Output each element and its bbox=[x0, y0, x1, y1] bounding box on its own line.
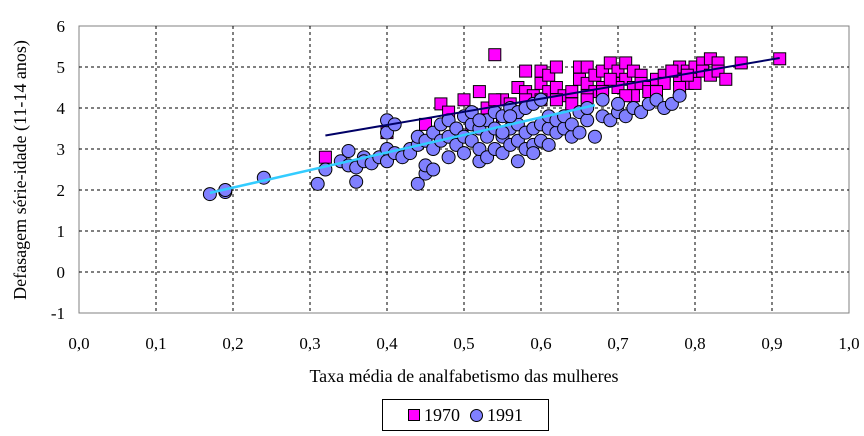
y-tick-label: 6 bbox=[57, 17, 66, 36]
y-tick-label: -1 bbox=[51, 304, 65, 323]
point-1991 bbox=[541, 137, 556, 152]
x-tick-label: 0,1 bbox=[145, 334, 166, 353]
y-tick-label: 4 bbox=[57, 99, 66, 118]
x-tick-label: 0,9 bbox=[761, 334, 782, 353]
square-marker-icon bbox=[408, 409, 420, 421]
point-1991 bbox=[611, 96, 625, 111]
point-1991 bbox=[426, 162, 441, 177]
point-1970 bbox=[472, 85, 486, 99]
y-tick-label: 0 bbox=[57, 263, 66, 282]
point-1991 bbox=[410, 176, 425, 191]
point-1970 bbox=[603, 72, 617, 86]
x-tick-label: 0,0 bbox=[68, 334, 89, 353]
x-tick-label: 0,6 bbox=[530, 334, 551, 353]
point-1970 bbox=[457, 93, 471, 107]
chart-canvas: 0,0 0,1 0,2 0,3 0,4 0,5 0,6 0,7 0,8 0,9 1,0 -1 0 1 2 3 4… bbox=[10, 17, 860, 386]
point-1970 bbox=[619, 89, 633, 103]
circle-marker-icon bbox=[470, 408, 483, 422]
point-1970 bbox=[719, 72, 733, 86]
point-1970 bbox=[318, 150, 332, 164]
legend-label-1991: 1991 bbox=[487, 404, 523, 425]
point-1970 bbox=[549, 60, 563, 74]
y-tick-label: 1 bbox=[57, 222, 66, 241]
point-1991 bbox=[310, 176, 325, 191]
trendline-1991 bbox=[209, 103, 596, 195]
x-tick-label: 0,4 bbox=[376, 334, 398, 353]
point-1991 bbox=[457, 146, 471, 161]
y-tick-label: 2 bbox=[57, 181, 66, 200]
point-1991 bbox=[580, 113, 595, 128]
point-1970 bbox=[519, 64, 533, 78]
legend-item-1991: 1991 bbox=[470, 405, 523, 426]
y-axis-title: Defasagem série-idade (11-14 anos) bbox=[10, 40, 31, 300]
x-tick-label: 0,7 bbox=[607, 334, 629, 353]
point-1991 bbox=[510, 154, 525, 169]
trend-lines bbox=[209, 56, 780, 195]
point-1970 bbox=[488, 93, 502, 107]
x-tick-label: 0,3 bbox=[299, 334, 320, 353]
point-1991 bbox=[202, 187, 217, 202]
point-1991 bbox=[672, 88, 687, 103]
point-1991 bbox=[349, 174, 364, 189]
point-1991 bbox=[587, 129, 602, 144]
tick-labels: 0,0 0,1 0,2 0,3 0,4 0,5 0,6 0,7 0,8 0,9 1,0 -1 0 1 2 3 4… bbox=[51, 17, 860, 353]
trendline-1970 bbox=[325, 56, 780, 137]
y-tick-label: 3 bbox=[57, 140, 66, 159]
legend-item-1970: 1970 bbox=[408, 405, 460, 426]
point-1970 bbox=[488, 48, 502, 62]
point-1991 bbox=[526, 146, 541, 161]
point-1991 bbox=[595, 92, 610, 107]
point-1991 bbox=[341, 144, 356, 159]
y-tick-label: 5 bbox=[57, 58, 66, 77]
x-tick-label: 0,5 bbox=[453, 334, 474, 353]
point-1991 bbox=[441, 150, 456, 165]
point-1991 bbox=[572, 125, 587, 140]
point-1991 bbox=[503, 109, 518, 124]
legend: 1970 1991 bbox=[382, 399, 549, 431]
legend-label-1970: 1970 bbox=[424, 404, 460, 425]
point-1970 bbox=[565, 85, 579, 99]
x-tick-label: 0,2 bbox=[222, 334, 243, 353]
point-1991 bbox=[472, 113, 487, 128]
x-axis-title: Taxa média de analfabetismo das mulheres bbox=[309, 366, 618, 386]
x-tick-label: 1,0 bbox=[838, 334, 859, 353]
x-tick-label: 0,8 bbox=[684, 334, 705, 353]
